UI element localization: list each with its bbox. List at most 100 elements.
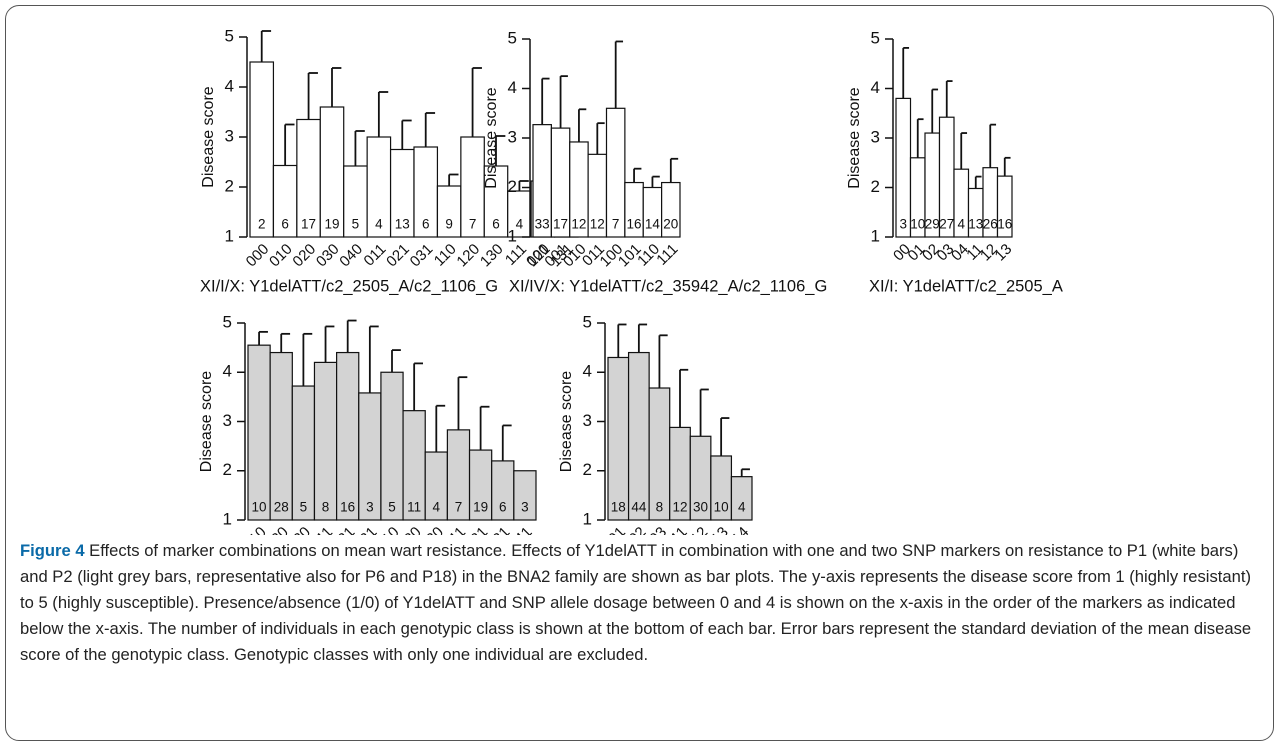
count-label: 28 <box>274 500 289 515</box>
bar <box>247 344 271 521</box>
count-label: 10 <box>252 500 267 515</box>
x-tick-label: 14 <box>729 524 753 535</box>
x-tick-label: 120 <box>395 524 425 535</box>
y-tick-label: 5 <box>583 312 592 331</box>
y-tick-label: 4 <box>508 78 517 97</box>
count-label: 8 <box>656 500 664 515</box>
y-tick-label: 5 <box>871 28 880 47</box>
x-tick-label: 010 <box>240 524 270 535</box>
y-tick-label: 3 <box>871 127 880 146</box>
count-label: 30 <box>693 500 708 515</box>
count-label: 12 <box>590 217 605 232</box>
y-tick-label: 2 <box>508 177 517 196</box>
x-tick-label: 031 <box>351 524 381 535</box>
y-tick-label: 3 <box>223 411 232 430</box>
bar <box>380 371 404 521</box>
bar <box>607 356 630 521</box>
x-tick-label: 03 <box>646 524 670 535</box>
count-label: 6 <box>499 500 507 515</box>
count-label: 4 <box>375 217 383 232</box>
count-label: 4 <box>433 500 441 515</box>
count-label: 7 <box>455 500 463 515</box>
x-tick-label: 111 <box>441 524 469 535</box>
count-label: 19 <box>324 217 339 232</box>
figure-frame <box>5 5 1274 741</box>
x-tick-label: 11 <box>668 524 691 535</box>
y-axis-label: Disease score <box>200 86 217 187</box>
count-label: 6 <box>422 217 430 232</box>
x-tick-label: 110 <box>374 524 403 535</box>
count-label: 10 <box>910 217 925 232</box>
x-axis-label: XI/IV/X: Y1delATT/c2_35942_A/c2_1106_G <box>509 277 827 295</box>
bar <box>996 175 1013 238</box>
y-tick-label: 5 <box>223 312 232 331</box>
x-tick-label: 141 <box>506 524 536 535</box>
count-label: 29 <box>925 217 940 232</box>
y-tick-label: 2 <box>871 177 880 196</box>
y-tick-label: 2 <box>225 176 234 195</box>
count-label: 17 <box>553 217 568 232</box>
count-label: 3 <box>521 500 529 515</box>
y-tick-label: 4 <box>225 76 234 95</box>
count-label: 16 <box>627 217 642 232</box>
x-tick-label: 021 <box>329 524 359 535</box>
y-axis-label: Disease score <box>558 371 575 472</box>
y-axis-label: Disease score <box>846 87 863 188</box>
count-label: 13 <box>395 217 410 232</box>
count-label: 19 <box>473 500 488 515</box>
x-axis-label: XI/I/X: Y1delATT/c2_2505_A/c2_1106_G <box>200 277 498 295</box>
y-tick-label: 4 <box>583 362 592 381</box>
x-tick-label: 121 <box>462 524 492 535</box>
count-label: 7 <box>469 217 477 232</box>
count-label: 4 <box>738 500 746 515</box>
caption-text: Effects of marker combinations on mean w… <box>20 541 1252 664</box>
x-tick-label: 12 <box>687 524 711 535</box>
x-axis-label: XI/I: Y1delATT/c2_2505_A <box>869 277 1063 295</box>
bar <box>336 351 360 521</box>
y-tick-label: 3 <box>583 411 592 430</box>
count-label: 9 <box>445 217 453 232</box>
count-label: 5 <box>352 217 360 232</box>
x-tick-label: 13 <box>708 524 732 535</box>
count-label: 16 <box>340 500 355 515</box>
count-label: 33 <box>535 217 550 232</box>
bar <box>661 181 681 238</box>
count-label: 12 <box>672 500 687 515</box>
count-label: 27 <box>939 217 954 232</box>
y-tick-label: 5 <box>225 26 234 45</box>
bar <box>513 470 537 521</box>
y-tick-label: 1 <box>871 226 880 245</box>
y-tick-label: 1 <box>225 226 234 245</box>
count-label: 2 <box>258 217 266 232</box>
bar <box>730 476 753 521</box>
caption: Figure 4 Effects of marker combinations … <box>20 538 1265 668</box>
y-tick-label: 5 <box>508 28 517 47</box>
count-label: 4 <box>516 217 524 232</box>
bar <box>249 61 275 238</box>
count-label: 6 <box>281 217 289 232</box>
y-axis-label: Disease score <box>483 87 500 188</box>
y-tick-label: 1 <box>223 509 232 528</box>
bar <box>627 351 650 521</box>
count-label: 4 <box>957 217 965 232</box>
x-tick-label: 111 <box>653 241 681 269</box>
x-tick-label: 13 <box>992 241 1016 265</box>
count-label: 8 <box>322 500 330 515</box>
count-label: 16 <box>997 217 1012 232</box>
x-tick-label: 020 <box>262 524 292 535</box>
y-tick-label: 1 <box>508 226 517 245</box>
y-tick-label: 4 <box>223 362 232 381</box>
count-label: 10 <box>714 500 729 515</box>
y-tick-label: 2 <box>583 460 592 479</box>
x-tick-label: 02 <box>626 524 650 535</box>
caption-label: Figure 4 <box>20 541 85 560</box>
bar <box>313 361 338 521</box>
count-label: 26 <box>983 217 998 232</box>
y-tick-label: 3 <box>225 126 234 145</box>
count-label: 12 <box>571 217 586 232</box>
x-tick-label: 011 <box>307 524 336 535</box>
count-label: 20 <box>663 217 678 232</box>
y-axis-label: Disease score <box>198 371 215 472</box>
